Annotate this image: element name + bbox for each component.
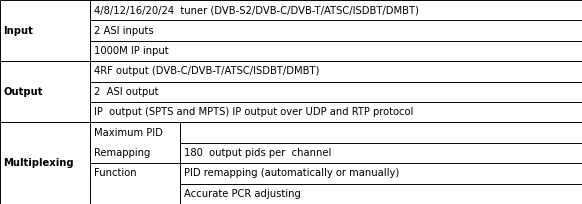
Text: PID remapping (automatically or manually): PID remapping (automatically or manually… [184, 168, 399, 178]
Text: 2 ASI inputs: 2 ASI inputs [94, 26, 153, 36]
Text: 1000M IP input: 1000M IP input [94, 46, 168, 56]
Text: Function: Function [94, 168, 136, 178]
Text: 4RF output (DVB-C/DVB-T/ATSC/ISDBT/DMBT): 4RF output (DVB-C/DVB-T/ATSC/ISDBT/DMBT) [94, 66, 319, 76]
Text: Output: Output [3, 87, 43, 97]
Text: 4/8/12/16/20/24  tuner (DVB-S2/DVB-C/DVB-T/ATSC/ISDBT/DMBT): 4/8/12/16/20/24 tuner (DVB-S2/DVB-C/DVB-… [94, 5, 418, 15]
Text: IP  output (SPTS and MPTS) IP output over UDP and RTP protocol: IP output (SPTS and MPTS) IP output over… [94, 107, 413, 117]
Text: Maximum PID: Maximum PID [94, 128, 162, 138]
Text: 2  ASI output: 2 ASI output [94, 87, 158, 97]
Text: Remapping: Remapping [94, 148, 150, 158]
Text: Multiplexing: Multiplexing [3, 158, 74, 168]
Text: Input: Input [3, 26, 33, 36]
Text: Accurate PCR adjusting: Accurate PCR adjusting [184, 189, 301, 199]
Text: 180  output pids per  channel: 180 output pids per channel [184, 148, 331, 158]
